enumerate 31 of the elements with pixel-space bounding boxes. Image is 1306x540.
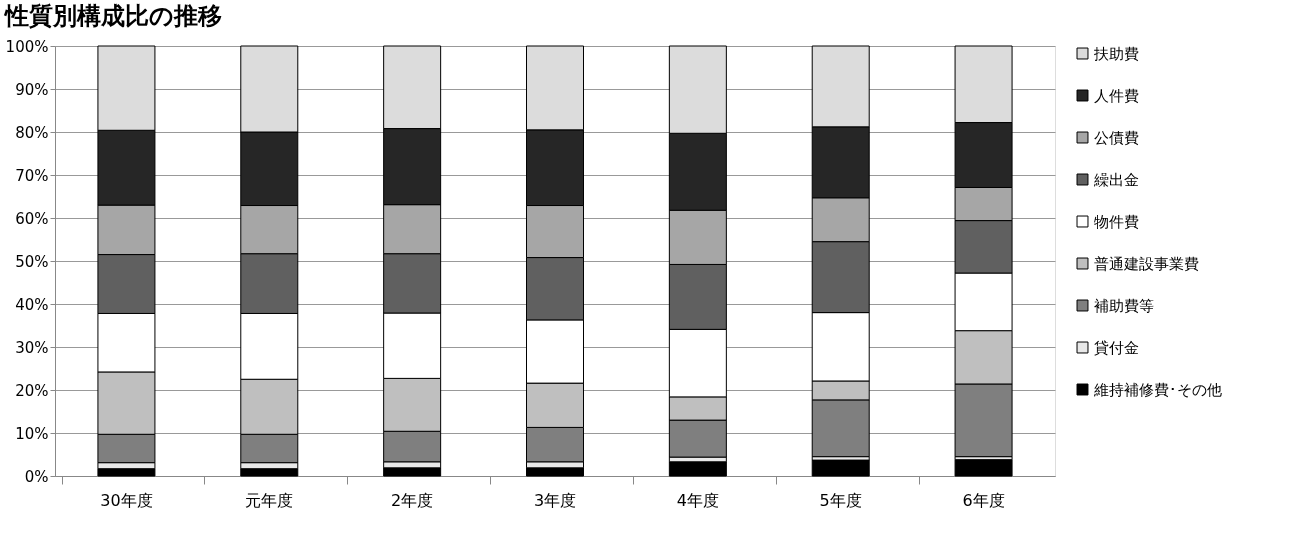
legend-label: 補助費等 [1094,296,1154,315]
legend-label: 維持補修費･その他 [1093,380,1222,399]
y-tick-label: 80% [15,123,49,142]
y-tick-label: 70% [15,166,49,185]
y-tick-label: 0% [24,467,49,486]
y-tick-label: 100% [5,37,49,56]
legend-label: 繰出金 [1093,170,1139,189]
bar [668,461,727,477]
x-tick-label: 元年度 [245,490,294,510]
bar [954,459,1013,477]
legend-label: 人件費 [1094,86,1139,105]
x-tick-label: 6年度 [962,490,1005,510]
x-tick-label: 5年度 [819,490,862,510]
y-tick-label: 10% [15,424,49,443]
chart-title: 性質別構成比の推移 [3,2,223,30]
y-tick-label: 40% [15,295,49,314]
bar [811,459,870,477]
y-tick-label: 20% [15,381,49,400]
legend-label: 物件費 [1094,212,1139,231]
y-tick-label: 50% [15,252,49,271]
x-tick-label: 3年度 [533,490,577,510]
legend-label: 扶助費 [1093,44,1139,63]
legend-label: 公債費 [1094,128,1139,147]
x-tick-label: 4年度 [676,490,719,510]
legend-label: 普通建設事業費 [1094,254,1199,273]
y-tick-label: 90% [15,80,49,99]
y-tick-label: 60% [15,209,49,228]
x-tick-label: 2年度 [391,490,434,510]
y-tick-label: 30% [15,338,49,357]
x-tick-label: 30年度 [100,490,153,510]
legend-label: 貸付金 [1094,338,1139,357]
